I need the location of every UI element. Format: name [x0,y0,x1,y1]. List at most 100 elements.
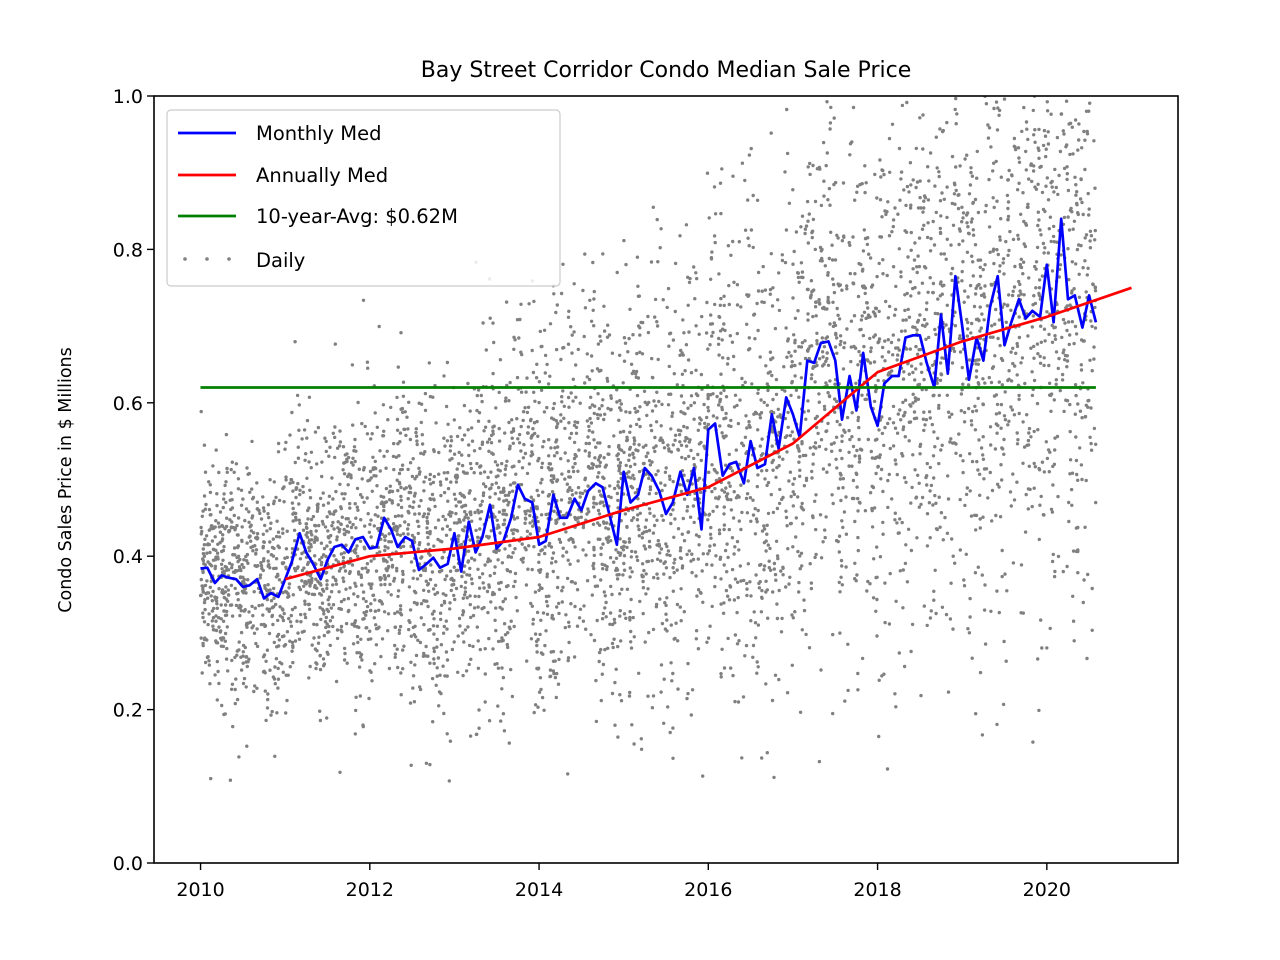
daily-point [655,557,660,561]
daily-point [840,564,844,568]
daily-point [806,165,810,169]
daily-point [207,659,211,663]
daily-point [1036,146,1040,150]
daily-point [706,347,710,351]
daily-point [367,582,371,586]
daily-point [254,564,259,569]
daily-point [311,514,316,519]
daily-point [636,513,640,517]
daily-point [363,547,367,551]
daily-point [793,610,797,614]
daily-point [306,517,310,521]
daily-point [342,527,346,532]
daily-point [383,538,387,542]
daily-point [974,712,978,716]
daily-point [231,724,235,729]
daily-point [893,458,897,462]
daily-point [859,318,864,322]
daily-point [690,688,695,692]
daily-point [539,388,544,392]
daily-point [969,331,973,335]
daily-point [982,477,986,481]
daily-point [314,529,318,533]
daily-point [832,116,836,120]
daily-point [1001,257,1006,261]
daily-point [489,486,493,490]
daily-point [802,608,807,613]
daily-point [706,405,710,410]
daily-point [221,558,225,562]
daily-point [734,448,738,452]
daily-point [522,442,526,447]
daily-point [1077,122,1081,126]
daily-point [388,484,392,488]
daily-point [917,348,921,352]
daily-point [933,445,937,449]
daily-point [1081,600,1086,605]
daily-point [563,625,567,630]
daily-point [749,228,754,232]
daily-point [1049,181,1053,185]
daily-point [445,627,449,631]
daily-point [308,496,313,500]
daily-point [916,206,921,210]
daily-point [727,598,732,602]
daily-point [497,587,502,592]
daily-point [601,542,605,546]
daily-point [719,372,723,376]
daily-point [396,589,401,593]
daily-point [837,550,841,554]
daily-point [268,566,272,570]
daily-point [370,432,374,436]
daily-point [207,663,212,667]
daily-point [564,530,568,534]
daily-point [502,499,506,503]
daily-point [378,599,382,603]
daily-point [355,625,359,629]
daily-point [724,588,729,593]
daily-point [463,471,467,475]
daily-point [1084,290,1088,294]
daily-point [658,597,662,601]
daily-point [652,575,656,580]
daily-point [291,593,295,597]
daily-point [974,513,979,518]
daily-point [363,524,367,528]
daily-point [722,512,726,516]
daily-point [833,345,838,349]
daily-point [673,261,678,266]
daily-point [827,394,832,398]
daily-point [922,206,926,210]
daily-point [924,337,928,341]
daily-point [651,531,656,535]
daily-point [567,309,571,313]
daily-point [990,488,995,493]
daily-point [432,646,436,650]
daily-point [998,235,1002,239]
daily-point [1094,442,1098,446]
daily-point [1037,291,1041,296]
daily-point [964,317,969,322]
daily-point [284,475,288,479]
daily-point [325,579,329,583]
daily-point [926,198,931,202]
daily-point [649,260,654,264]
daily-point [1009,379,1014,383]
daily-point [765,468,769,473]
daily-point [532,390,536,394]
daily-point [773,326,778,331]
daily-point [262,509,266,513]
daily-point [627,336,631,341]
daily-point [643,547,648,551]
daily-point [909,183,913,187]
daily-point [242,589,246,593]
daily-point [543,353,548,358]
daily-point [334,679,339,684]
daily-point [531,427,535,431]
daily-point [1022,445,1027,449]
daily-point [845,415,850,420]
daily-point [765,751,769,755]
daily-point [441,592,445,596]
daily-point [566,342,571,346]
daily-point [699,458,703,463]
